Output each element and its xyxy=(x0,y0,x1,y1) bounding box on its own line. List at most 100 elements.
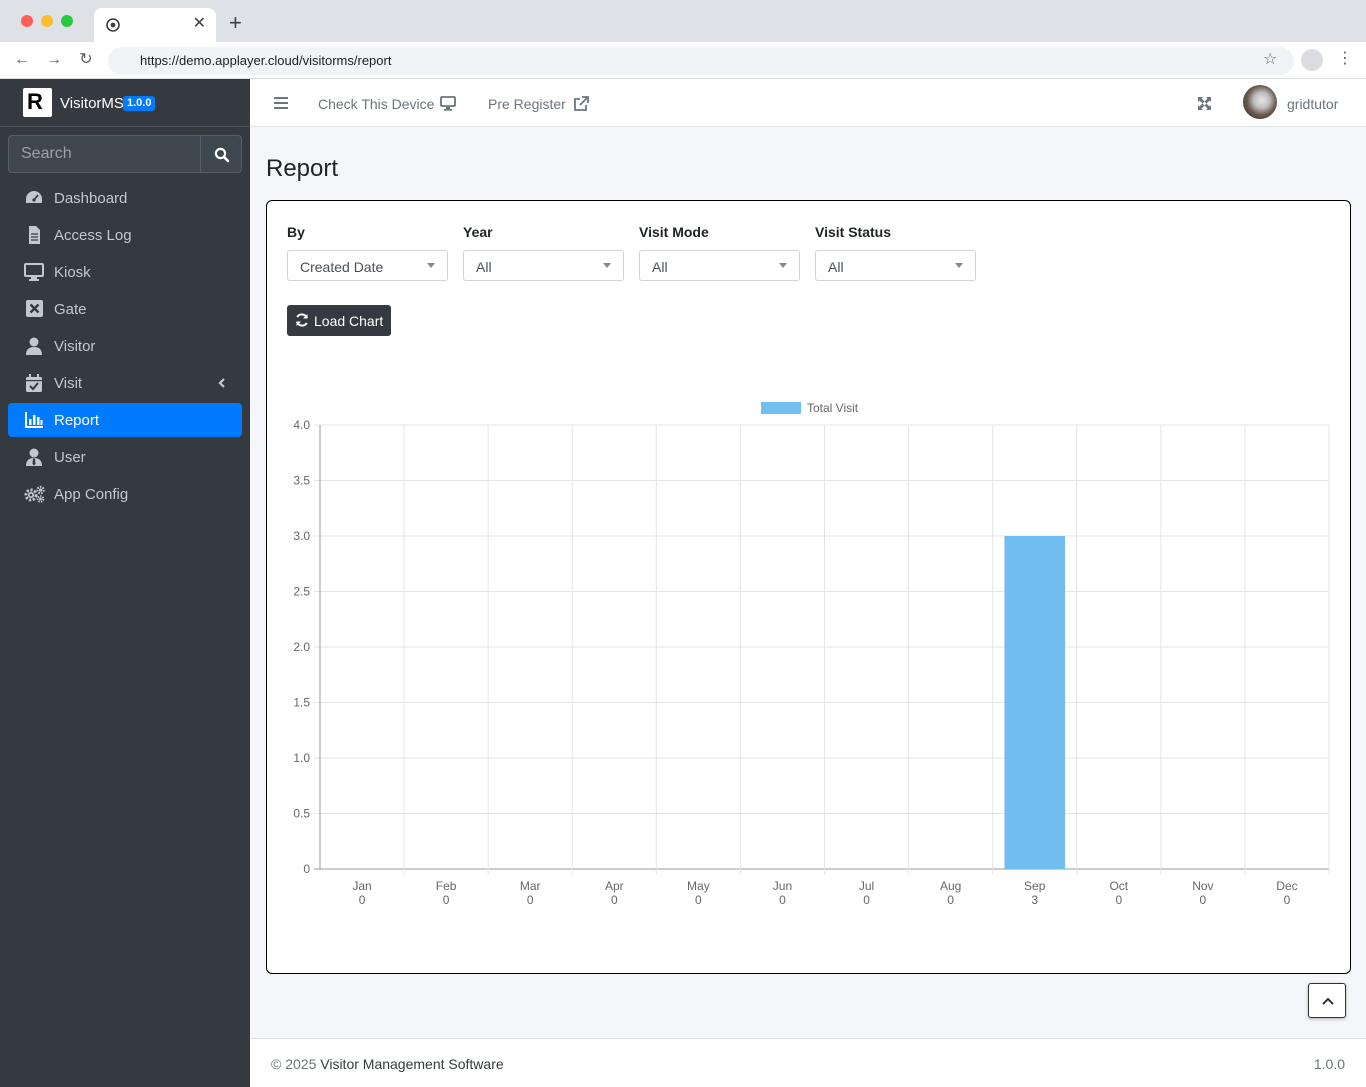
avatar[interactable] xyxy=(1243,85,1277,119)
fullscreen-icon[interactable] xyxy=(1198,97,1211,110)
refresh-icon xyxy=(296,313,308,327)
y-tick-label: 2.5 xyxy=(293,585,310,599)
load-chart-label: Load Chart xyxy=(314,313,384,329)
sidebar-item-label: Dashboard xyxy=(54,190,128,207)
select-value: All xyxy=(476,259,492,275)
new-tab-button[interactable]: + xyxy=(229,10,242,35)
menu-toggle-icon[interactable] xyxy=(274,97,288,109)
visit-status-select[interactable]: All xyxy=(815,250,976,281)
x-tick-label: Apr xyxy=(605,879,624,893)
load-chart-button[interactable]: Load Chart xyxy=(287,305,391,336)
tab-close-icon[interactable]: ✕ xyxy=(192,15,206,32)
forward-arrow-icon[interactable]: → xyxy=(46,51,62,68)
x-tick-value-label: 0 xyxy=(779,893,786,907)
search-button[interactable] xyxy=(200,135,242,173)
x-tick-label: Dec xyxy=(1276,879,1297,893)
window-minimize-button[interactable] xyxy=(41,15,53,27)
visits-bar-chart: 00.51.01.52.02.53.03.54.0Jan0Feb0Mar0Apr… xyxy=(293,401,1330,907)
filter-by: By Created Date xyxy=(287,224,448,281)
x-tick-value-label: 0 xyxy=(443,893,450,907)
document-icon xyxy=(29,226,40,244)
caret-down-icon xyxy=(955,263,963,268)
back-to-top-button[interactable] xyxy=(1308,983,1346,1018)
sidebar-nav: Dashboard Access Log Kiosk xyxy=(8,181,242,514)
x-tick-label: Jul xyxy=(859,879,874,893)
x-tick-value-label: 0 xyxy=(1284,893,1291,907)
close-square-icon xyxy=(26,300,43,317)
url-text: https://demo.applayer.cloud/visitorms/re… xyxy=(140,53,392,68)
check-device-link[interactable]: Check This Device xyxy=(318,96,435,112)
browser-profile-icon[interactable] xyxy=(1301,49,1323,71)
x-tick-value-label: 0 xyxy=(611,893,618,907)
y-tick-label: 2.0 xyxy=(293,640,310,654)
sidebar-item-kiosk[interactable]: Kiosk xyxy=(8,255,242,289)
x-tick-value-label: 0 xyxy=(527,893,534,907)
legend-label: Total Visit xyxy=(807,401,859,415)
browser-menu-icon[interactable]: ⋮ xyxy=(1337,50,1353,67)
x-tick-label: Jan xyxy=(352,879,371,893)
user-icon xyxy=(26,337,42,355)
filter-label: Year xyxy=(463,224,493,240)
filter-label: Visit Mode xyxy=(639,224,709,240)
sidebar-item-dashboard[interactable]: Dashboard xyxy=(8,181,242,215)
x-tick-label: Aug xyxy=(940,879,961,893)
y-tick-label: 0 xyxy=(303,862,310,876)
browser-address-bar: ← → ↻ https://demo.applayer.cloud/visito… xyxy=(0,42,1366,79)
url-field[interactable]: https://demo.applayer.cloud/visitorms/re… xyxy=(108,47,1294,75)
footer-version: 1.0.0 xyxy=(1313,1056,1345,1072)
sidebar-item-visitor[interactable]: Visitor xyxy=(8,329,242,363)
chevron-up-icon xyxy=(1322,997,1334,1005)
filter-visit-status: Visit Status All xyxy=(815,224,976,281)
y-tick-label: 0.5 xyxy=(293,807,310,821)
sidebar-item-label: Kiosk xyxy=(54,264,91,281)
by-select[interactable]: Created Date xyxy=(287,250,448,281)
user-tie-icon xyxy=(26,448,42,466)
search-icon xyxy=(214,147,230,163)
sidebar-item-app-config[interactable]: App Config xyxy=(8,477,242,511)
select-value: All xyxy=(828,259,844,275)
sidebar-item-label: App Config xyxy=(54,486,129,503)
sidebar-search xyxy=(8,135,242,173)
back-arrow-icon[interactable]: ← xyxy=(14,51,30,68)
filter-label: By xyxy=(287,224,305,240)
username[interactable]: gridtutor xyxy=(1287,96,1339,112)
brand-name: VisitorMS xyxy=(60,95,124,112)
bar-chart-icon xyxy=(25,412,43,428)
visit-mode-select[interactable]: All xyxy=(639,250,800,281)
filter-visit-mode: Visit Mode All xyxy=(639,224,800,281)
sidebar-item-label: Report xyxy=(54,412,100,429)
sidebar-item-label: Visitor xyxy=(54,338,96,355)
sidebar-item-label: User xyxy=(54,449,86,466)
monitor-icon xyxy=(440,96,456,111)
x-tick-label: Jun xyxy=(773,879,792,893)
x-tick-value-label: 0 xyxy=(1115,893,1122,907)
caret-down-icon xyxy=(603,263,611,268)
y-tick-label: 1.0 xyxy=(293,751,310,765)
sidebar-item-gate[interactable]: Gate xyxy=(8,292,242,326)
y-tick-label: 3.5 xyxy=(293,474,310,488)
window-close-button[interactable] xyxy=(21,15,33,27)
caret-down-icon xyxy=(779,263,787,268)
calendar-check-icon xyxy=(26,374,42,392)
pre-register-link[interactable]: Pre Register xyxy=(488,96,566,112)
sidebar-item-label: Visit xyxy=(54,375,83,392)
report-card: By Created Date Year All Visit Mode All … xyxy=(266,200,1351,974)
sidebar-item-user[interactable]: User xyxy=(8,440,242,474)
sidebar-item-report[interactable]: Report xyxy=(8,403,242,437)
y-tick-label: 4.0 xyxy=(293,418,310,432)
bookmark-star-icon[interactable]: ☆ xyxy=(1263,51,1278,68)
browser-tab[interactable]: ✕ xyxy=(94,8,216,42)
search-input[interactable] xyxy=(8,135,200,173)
x-tick-label: Feb xyxy=(436,879,457,893)
brand[interactable]: R VisitorMS 1.0.0 xyxy=(0,79,250,127)
window-maximize-button[interactable] xyxy=(61,15,73,27)
footer-brand-link[interactable]: Visitor Management Software xyxy=(320,1056,504,1072)
x-tick-label: Oct xyxy=(1109,879,1128,893)
footer-copyright: © 2025 Visitor Management Software xyxy=(271,1056,504,1072)
sidebar-item-visit[interactable]: Visit xyxy=(8,366,242,400)
reload-icon[interactable]: ↻ xyxy=(79,51,93,68)
legend-swatch xyxy=(761,402,801,414)
x-tick-value-label: 0 xyxy=(1200,893,1207,907)
year-select[interactable]: All xyxy=(463,250,624,281)
sidebar-item-access-log[interactable]: Access Log xyxy=(8,218,242,252)
